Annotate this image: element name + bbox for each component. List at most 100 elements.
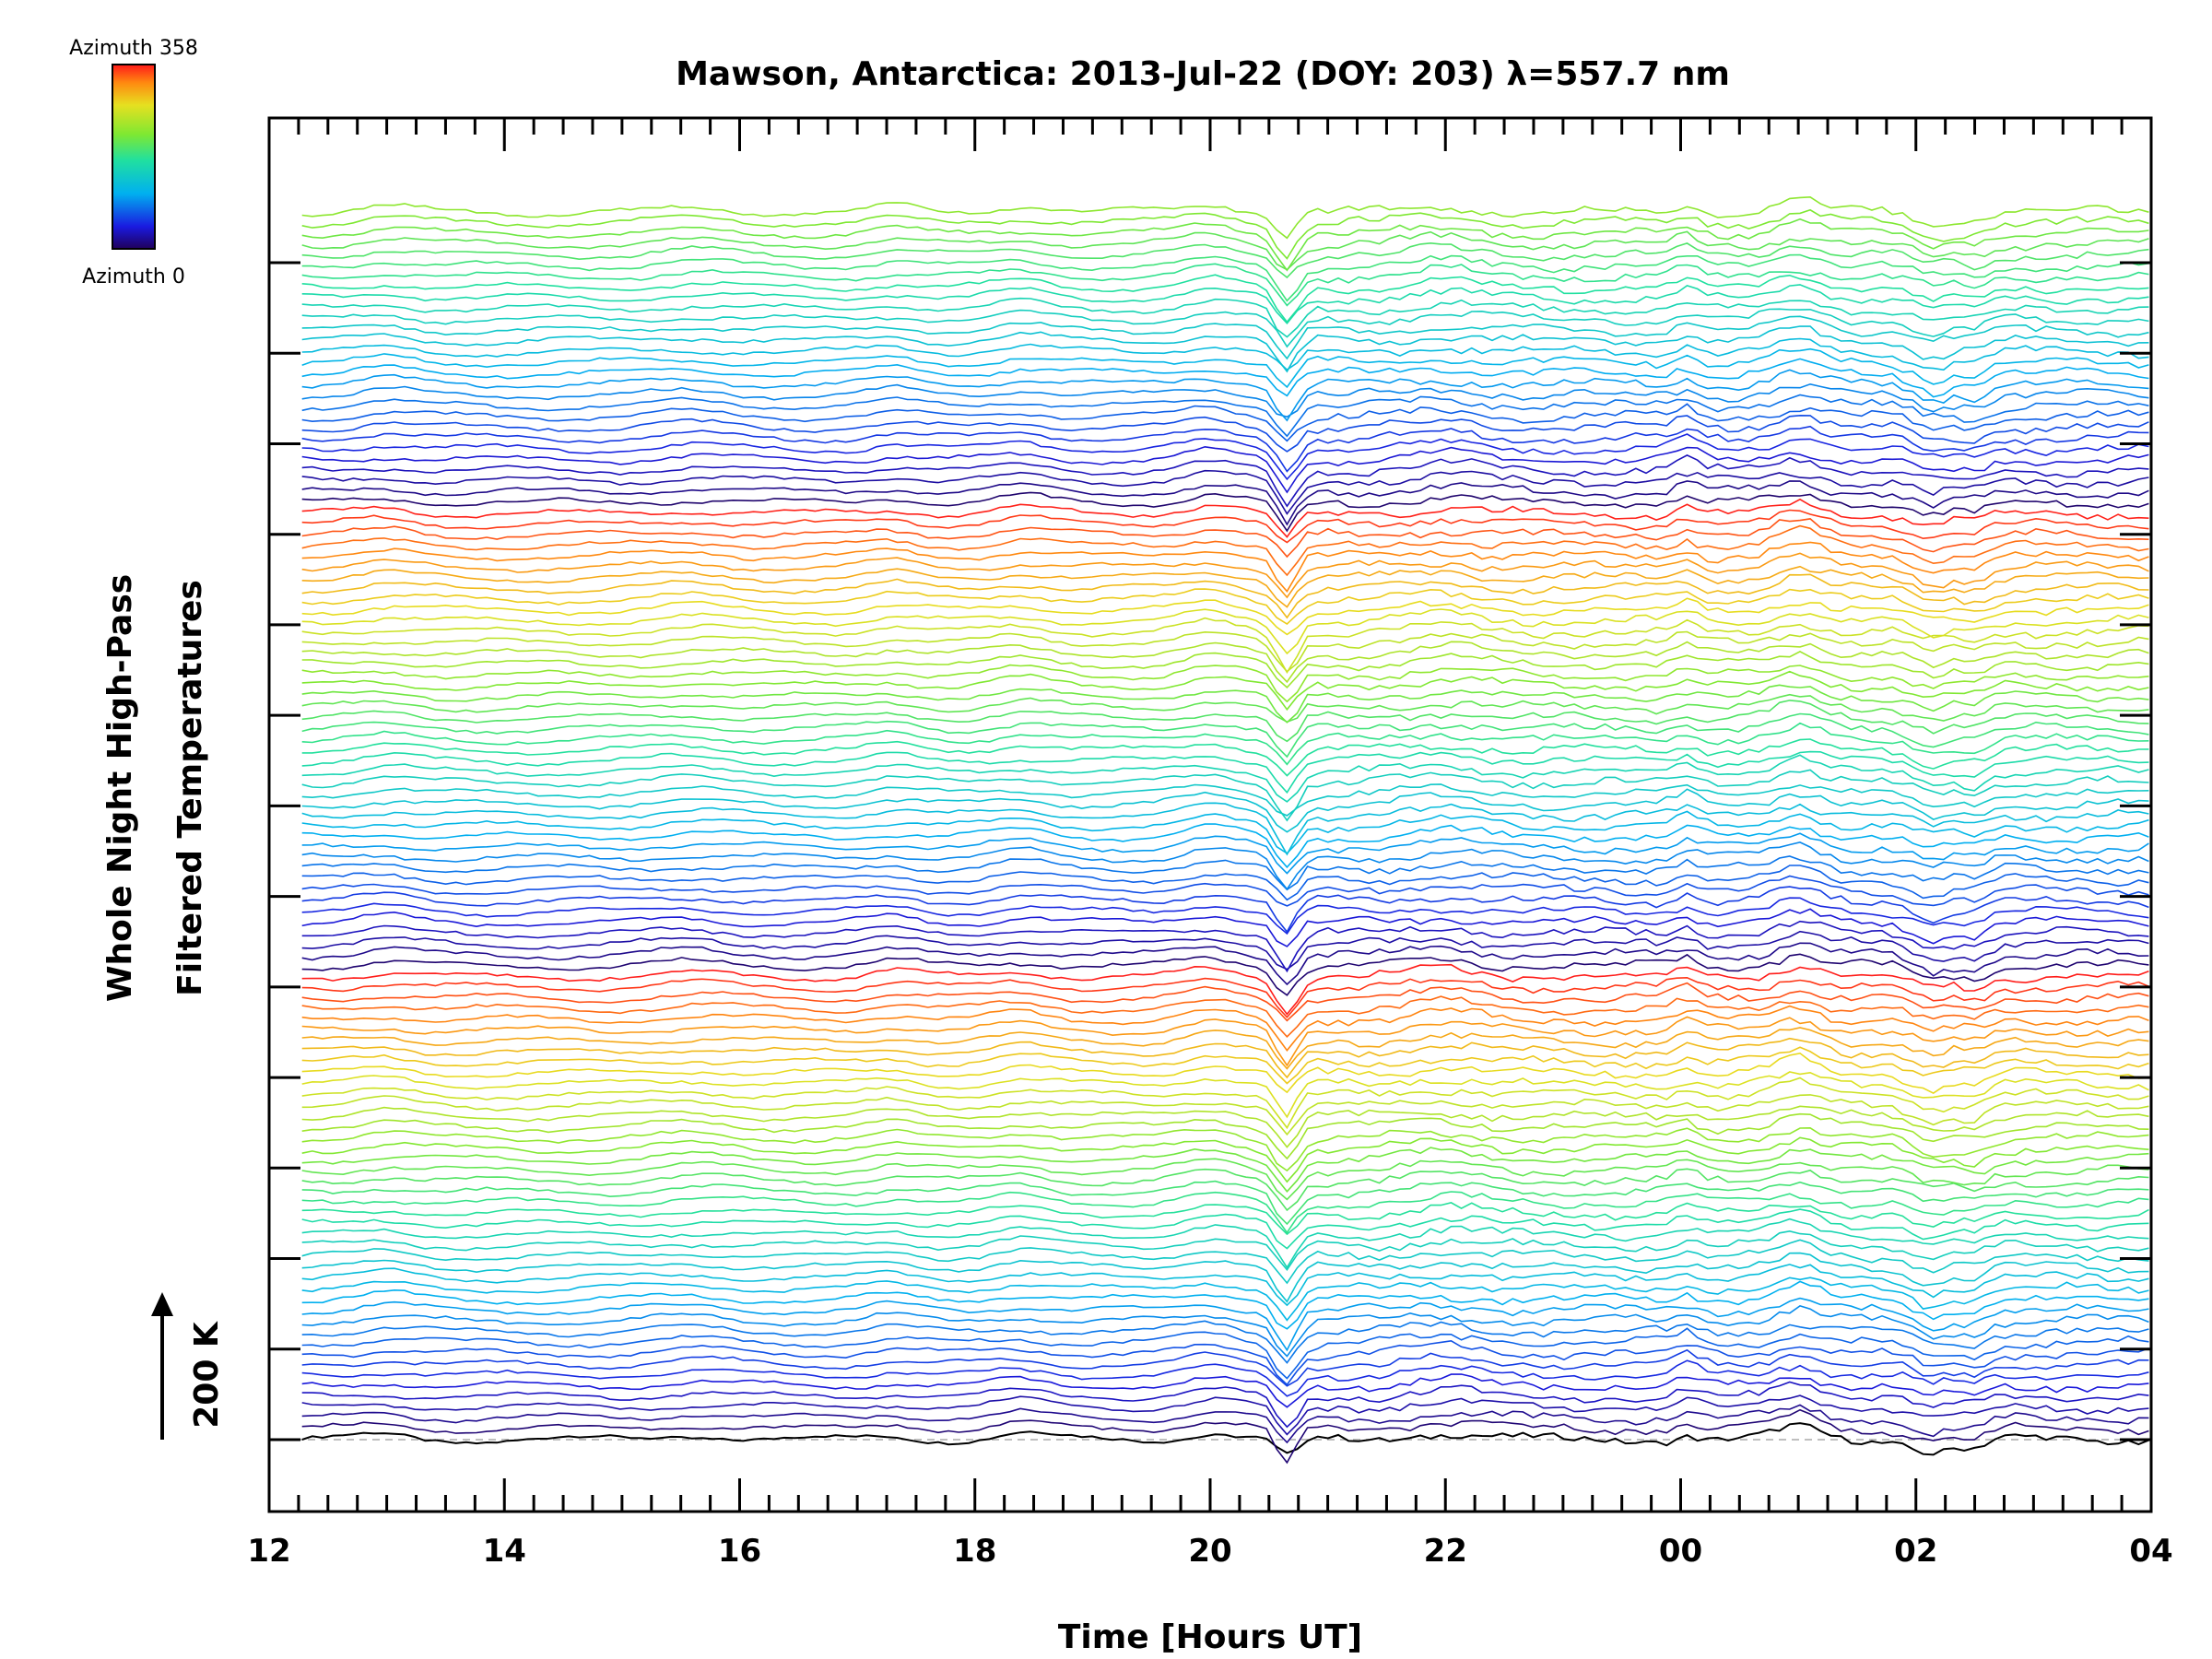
temperature-trace (301, 1052, 2149, 1095)
temperature-trace (301, 995, 2149, 1039)
temperature-trace (301, 738, 2149, 777)
temperature-trace (301, 445, 2149, 494)
temperature-trace (301, 1077, 2149, 1130)
temperature-trace (301, 608, 2149, 655)
temperature-trace (301, 195, 2149, 240)
temperature-trace (301, 573, 2149, 619)
temperature-trace (301, 693, 2149, 724)
temperature-trace (301, 942, 2149, 986)
temperature-trace (301, 810, 2149, 854)
temperature-trace (301, 897, 2149, 935)
x-tick-label: 16 (718, 1533, 761, 1570)
temperature-trace (301, 1327, 2149, 1380)
scale-bar-label: 200 K (188, 1321, 226, 1429)
temperature-trace (301, 1422, 2149, 1456)
temperature-trace (301, 524, 2149, 577)
temperature-trace (301, 241, 2149, 279)
temperature-trace (301, 1404, 2149, 1444)
colorbar-bottom-label: Azimuth 0 (82, 265, 185, 288)
temperature-trace (301, 509, 2149, 544)
temperature-trace (301, 230, 2149, 271)
temperature-trace (301, 1339, 2149, 1386)
colorbar (112, 64, 156, 250)
temperature-trace (301, 855, 2149, 891)
temperature-trace (301, 802, 2149, 856)
temperature-trace (301, 823, 2149, 869)
temperature-trace (301, 750, 2149, 794)
temperature-trace (301, 754, 2149, 803)
temperature-trace (301, 1071, 2149, 1119)
temperature-trace (301, 1348, 2149, 1387)
temperature-trace (301, 1191, 2149, 1234)
temperature-trace (301, 208, 2149, 260)
temperature-trace (301, 722, 2149, 766)
temperature-trace (301, 425, 2149, 473)
temperature-trace (301, 1208, 2149, 1250)
temperature-trace (301, 963, 2149, 1016)
temperature-trace (301, 1037, 2149, 1079)
temperature-trace (301, 588, 2149, 626)
colorbar-top-label: Azimuth 358 (69, 37, 198, 60)
temperature-trace (301, 1005, 2149, 1053)
temperature-trace (301, 491, 2149, 533)
temperature-trace (301, 1408, 2149, 1465)
temperature-trace (301, 297, 2149, 338)
temperature-trace (301, 1027, 2149, 1070)
temperature-trace (301, 382, 2149, 418)
x-tick-label: 02 (1894, 1533, 1937, 1570)
x-tick-label: 12 (247, 1533, 290, 1570)
temperature-trace (301, 337, 2149, 371)
temperature-trace (301, 565, 2149, 608)
temperature-trace (301, 1218, 2149, 1269)
temperature-trace (301, 1147, 2149, 1194)
temperature-trace (301, 369, 2149, 422)
temperature-trace (301, 1168, 2149, 1212)
temperature-trace (301, 433, 2149, 481)
temperature-trace (301, 783, 2149, 817)
temperature-trace (301, 325, 2149, 373)
temperature-trace (301, 1280, 2149, 1330)
temperature-trace (301, 920, 2149, 973)
temperature-trace (301, 712, 2149, 759)
temperature-trace (301, 358, 2149, 398)
temperature-trace (301, 1158, 2149, 1201)
temperature-trace (301, 1359, 2149, 1397)
temperature-trace (301, 1320, 2149, 1364)
chart-title: Mawson, Antarctica: 2013-Jul-22 (DOY: 20… (676, 55, 1730, 93)
temperature-trace (301, 480, 2149, 526)
temperature-trace (301, 976, 2149, 1018)
temperature-trace (301, 1180, 2149, 1226)
temperature-trace (301, 908, 2149, 947)
temperature-trace (301, 253, 2149, 302)
temperature-trace (301, 541, 2149, 593)
temperature-trace (301, 982, 2149, 1022)
temperature-trace (301, 788, 2149, 833)
temperature-trace (301, 218, 2149, 272)
temperature-trace (301, 274, 2149, 324)
temperature-trace (301, 641, 2149, 684)
temperature-trace (301, 1373, 2149, 1408)
temperature-trace (301, 886, 2149, 934)
temperature-trace (301, 1105, 2149, 1148)
temperature-trace (301, 1264, 2149, 1307)
temperature-trace (301, 841, 2149, 891)
temperature-trace (301, 1112, 2149, 1160)
temperature-trace (301, 684, 2149, 724)
temperature-trace (301, 552, 2149, 599)
temperature-trace (301, 394, 2149, 438)
x-axis-label: Time [Hours UT] (1058, 1618, 1362, 1656)
temperature-trace (301, 930, 2149, 971)
temperature-trace (301, 1016, 2149, 1067)
temperature-trace (301, 454, 2149, 508)
y-axis-label-line2: Filtered Temperatures (171, 580, 209, 996)
temperature-trace (301, 1239, 2149, 1285)
temperature-trace (301, 1046, 2149, 1085)
temperature-trace (301, 1230, 2149, 1272)
temperature-trace (301, 263, 2149, 307)
temperature-trace (301, 347, 2149, 389)
y-axis-label-line1: Whole Night High-Pass (101, 574, 139, 1002)
temperature-trace (301, 650, 2149, 689)
x-tick-label: 04 (2129, 1533, 2172, 1570)
temperature-trace (301, 630, 2149, 673)
